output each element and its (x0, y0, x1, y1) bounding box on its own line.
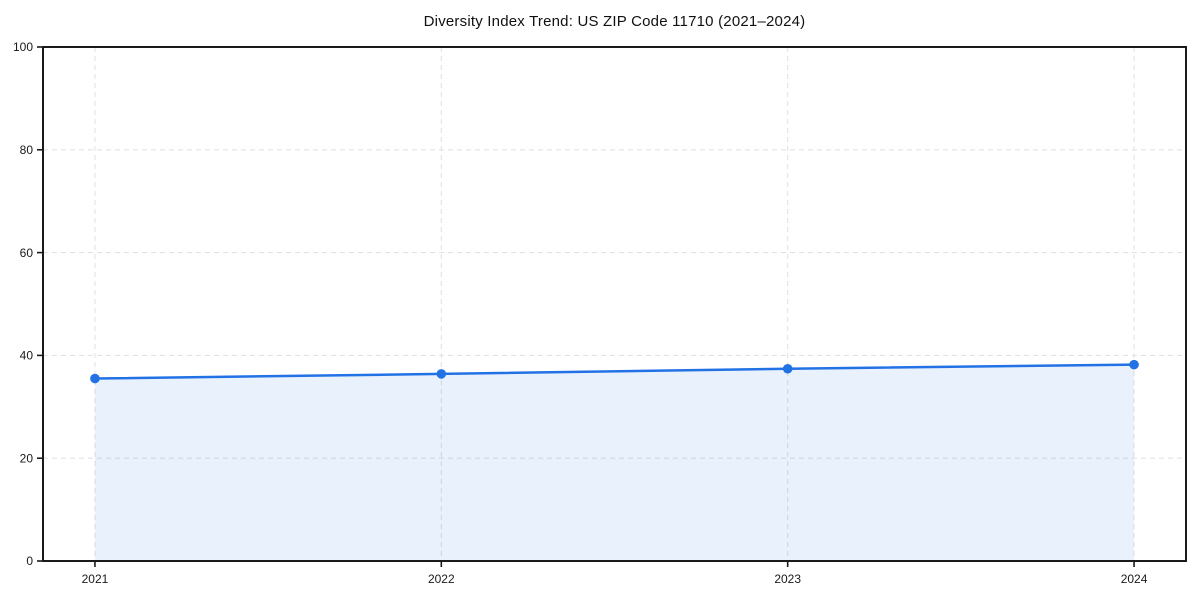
trend-line (93, 363, 1136, 380)
plot-frame (42, 46, 1187, 562)
y-tick-label: 80 (20, 143, 34, 157)
y-tick-label: 0 (26, 554, 33, 568)
area-fill (94, 364, 1135, 561)
data-point-2021 (90, 373, 100, 384)
chart-title: Diversity Index Trend: US ZIP Code 11710… (423, 13, 806, 30)
x-tick-label: 2024 (1121, 572, 1148, 586)
x-tick-label: 2022 (428, 572, 455, 586)
y-tick-label: 20 (20, 451, 34, 465)
y-tick-label: 100 (13, 40, 33, 54)
data-point-2024 (1129, 359, 1139, 370)
x-tick-label: 2021 (82, 572, 109, 586)
y-tick-label: 40 (20, 349, 34, 363)
data-point-2022 (436, 369, 447, 379)
x-tick-label: 2023 (774, 572, 801, 586)
data-point-2023 (782, 363, 793, 374)
y-tick-label: 60 (20, 246, 34, 260)
